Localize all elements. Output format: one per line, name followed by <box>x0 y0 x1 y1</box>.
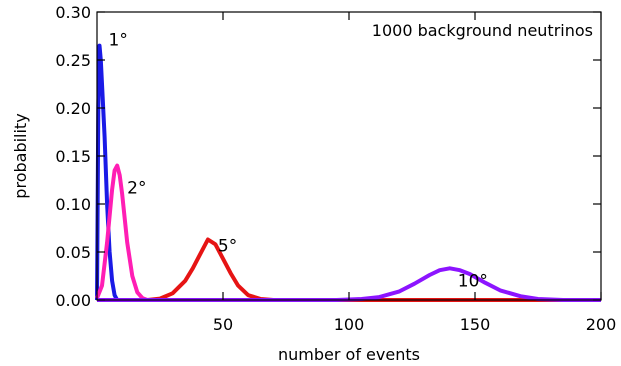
x-tick-label: 100 <box>334 315 365 334</box>
y-tick-label: 0.10 <box>55 195 91 214</box>
series-line <box>95 43 601 302</box>
y-tick-label: 0.20 <box>55 99 91 118</box>
x-axis-title: number of events <box>278 345 420 364</box>
series-label: 5° <box>218 237 237 257</box>
y-tick-label: 0.15 <box>55 147 91 166</box>
series-line <box>95 163 601 302</box>
plot-frame <box>96 11 602 301</box>
x-tick-label: 150 <box>460 315 491 334</box>
series-line <box>97 237 601 302</box>
series-label: 1° <box>109 31 128 51</box>
curves <box>95 43 601 302</box>
x-tick-label: 200 <box>586 315 617 334</box>
y-axis-title: probability <box>11 113 30 198</box>
series-label: 10° <box>458 271 488 291</box>
series-label: 2° <box>127 179 146 199</box>
series-line <box>97 266 601 302</box>
x-tick-label: 50 <box>213 315 233 334</box>
y-tick-label: 0.25 <box>55 51 91 70</box>
curve-labels: 1° 2° 5° 10° <box>109 31 488 292</box>
y-tick-label: 0.00 <box>55 291 91 310</box>
y-tick-label: 0.30 <box>55 3 91 22</box>
y-tick-label: 0.05 <box>55 243 91 262</box>
annotation: 1000 background neutrinos <box>372 21 593 40</box>
ticks: 0.00 0.05 0.10 0.15 0.20 0.25 0.30 50 100 150 200 <box>55 3 616 334</box>
